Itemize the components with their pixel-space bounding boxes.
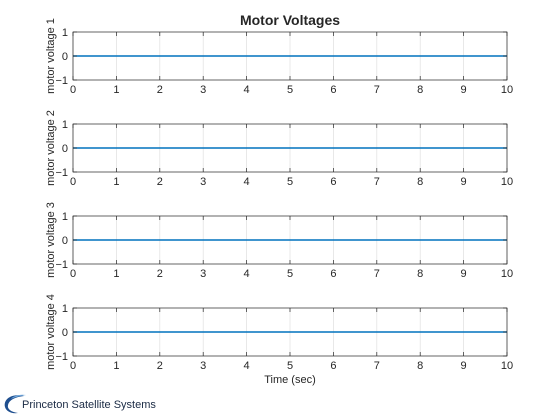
x-tick-label: 6 (330, 84, 336, 96)
x-tick-label: 3 (200, 84, 206, 96)
x-tick-label: 6 (330, 360, 336, 372)
y-tick-label: 0 (62, 143, 68, 155)
x-tick-label: 0 (70, 84, 76, 96)
x-tick-label: 1 (113, 268, 119, 280)
x-tick-label: 10 (501, 360, 513, 372)
x-tick-label: 3 (200, 268, 206, 280)
company-name: Princeton Satellite Systems (22, 399, 156, 411)
company-logo: Princeton Satellite Systems (2, 390, 242, 418)
x-tick-label: 1 (113, 176, 119, 188)
x-tick-label: 5 (287, 360, 293, 372)
y-axis-label: motor voltage 2 (45, 110, 57, 186)
x-tick-label: 9 (461, 176, 467, 188)
x-tick-label: 7 (374, 360, 380, 372)
x-tick-label: 4 (244, 84, 250, 96)
y-tick-label: 1 (62, 303, 68, 315)
x-tick-label: 0 (70, 268, 76, 280)
x-tick-label: 5 (287, 176, 293, 188)
y-tick-label: 0 (62, 51, 68, 63)
y-axis-label: motor voltage 4 (45, 294, 57, 370)
y-tick-label: 1 (62, 119, 68, 131)
x-axis-label: Time (sec) (264, 374, 316, 386)
y-tick-label: −1 (55, 351, 68, 363)
y-tick-label: −1 (55, 167, 68, 179)
x-tick-label: 3 (200, 176, 206, 188)
x-tick-label: 1 (113, 360, 119, 372)
x-tick-label: 10 (501, 176, 513, 188)
x-tick-label: 0 (70, 360, 76, 372)
x-tick-label: 8 (417, 176, 423, 188)
x-tick-label: 3 (200, 360, 206, 372)
figure-title: Motor Voltages (240, 12, 340, 28)
x-tick-label: 8 (417, 360, 423, 372)
x-tick-label: 2 (157, 268, 163, 280)
y-tick-label: 0 (62, 235, 68, 247)
y-tick-label: 1 (62, 27, 68, 39)
x-tick-label: 8 (417, 84, 423, 96)
x-tick-label: 10 (501, 84, 513, 96)
y-tick-label: 0 (62, 327, 68, 339)
swoosh-logo-icon (4, 394, 26, 414)
x-tick-label: 5 (287, 268, 293, 280)
x-tick-label: 4 (244, 176, 250, 188)
y-axis-label: motor voltage 3 (45, 202, 57, 278)
x-tick-label: 6 (330, 176, 336, 188)
x-tick-label: 6 (330, 268, 336, 280)
x-tick-label: 1 (113, 84, 119, 96)
x-tick-label: 9 (461, 360, 467, 372)
x-tick-label: 7 (374, 268, 380, 280)
y-tick-label: 1 (62, 211, 68, 223)
x-tick-label: 2 (157, 84, 163, 96)
x-tick-label: 2 (157, 360, 163, 372)
x-tick-label: 7 (374, 84, 380, 96)
x-tick-label: 7 (374, 176, 380, 188)
x-tick-label: 2 (157, 176, 163, 188)
y-axis-label: motor voltage 1 (45, 18, 57, 94)
x-tick-label: 8 (417, 268, 423, 280)
y-tick-label: −1 (55, 75, 68, 87)
x-tick-label: 9 (461, 268, 467, 280)
x-tick-label: 0 (70, 176, 76, 188)
x-tick-label: 9 (461, 84, 467, 96)
y-tick-label: −1 (55, 259, 68, 271)
x-tick-label: 4 (244, 268, 250, 280)
x-tick-label: 5 (287, 84, 293, 96)
x-tick-label: 10 (501, 268, 513, 280)
x-tick-label: 4 (244, 360, 250, 372)
